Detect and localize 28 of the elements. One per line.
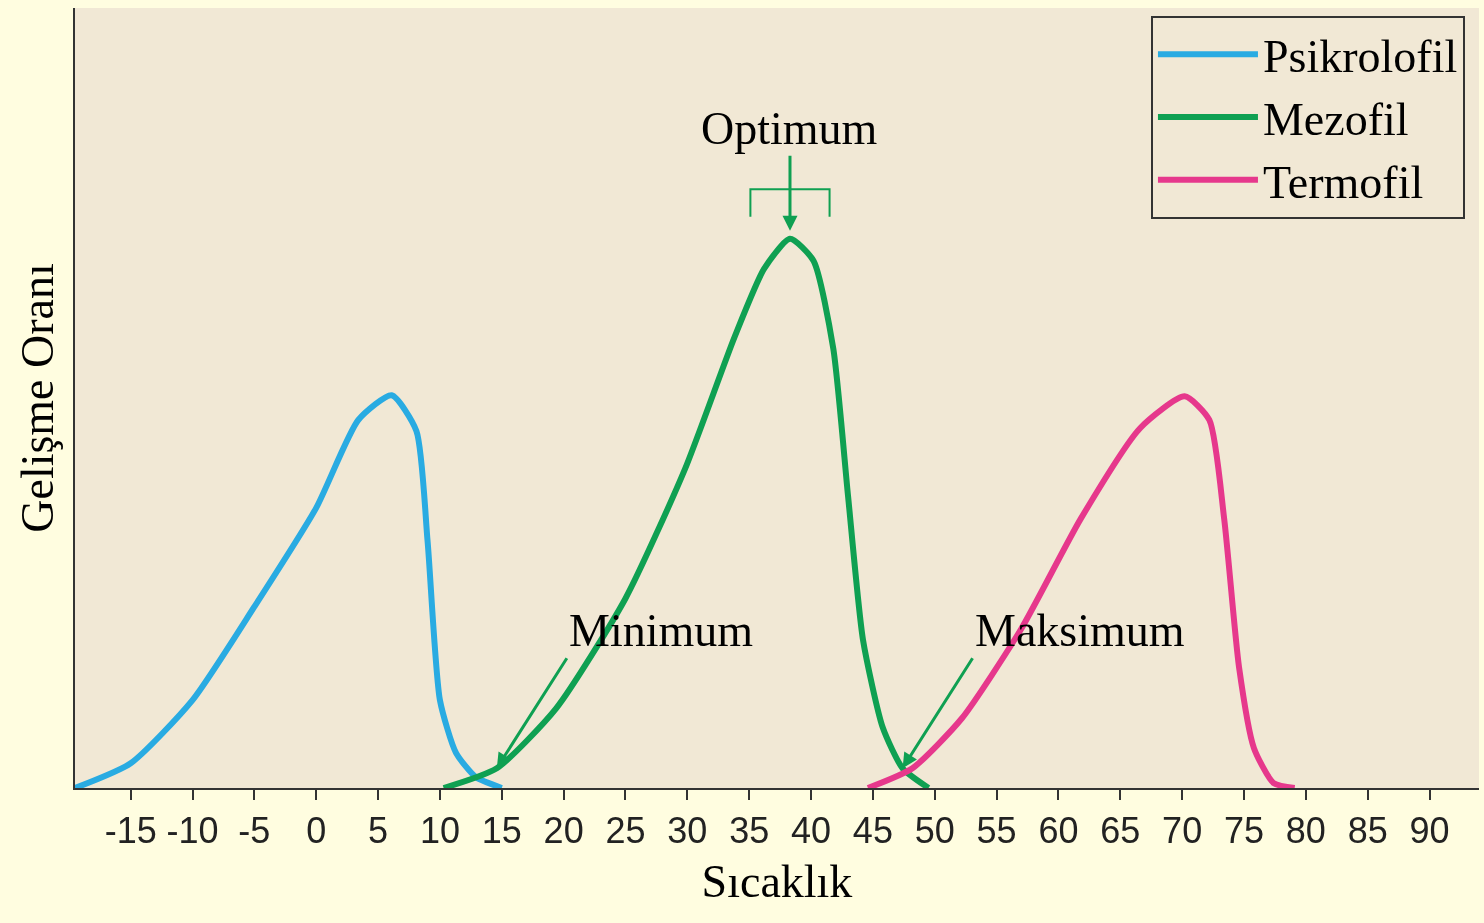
x-tick-label: 0 <box>306 810 327 852</box>
x-tick-label: -5 <box>238 810 271 852</box>
x-tick-label: 35 <box>729 810 770 852</box>
y-axis-title: Gelişme Oranı <box>11 263 63 533</box>
x-axis-title: Sıcaklık <box>701 856 853 908</box>
legend-label: Termofil <box>1262 156 1424 208</box>
x-tick-label: 5 <box>368 810 389 852</box>
x-tick-label: 15 <box>481 810 522 852</box>
annotation: Optimum <box>701 103 878 154</box>
x-tick-label: 45 <box>852 810 893 852</box>
x-tick-label: 80 <box>1285 810 1326 852</box>
x-tick-label: 70 <box>1162 810 1203 852</box>
x-tick-label: 85 <box>1347 810 1388 852</box>
x-tick-label: 60 <box>1038 810 1079 852</box>
x-tick-label: 75 <box>1223 810 1264 852</box>
x-tick-label: 50 <box>914 810 955 852</box>
x-tick-label: -10 <box>166 810 219 852</box>
x-tick-label: 55 <box>976 810 1017 852</box>
x-tick-label: 10 <box>419 810 460 852</box>
x-tick-label: 20 <box>543 810 584 852</box>
x-tick-label: 25 <box>605 810 646 852</box>
x-tick-label: 40 <box>791 810 832 852</box>
x-tick-label: -15 <box>104 810 157 852</box>
x-tick-label: 65 <box>1100 810 1141 852</box>
x-tick-label: 30 <box>667 810 708 852</box>
legend-label: Psikrolofil <box>1262 31 1458 83</box>
x-tick-label: 90 <box>1409 810 1450 852</box>
legend-label: Mezofil <box>1262 93 1409 145</box>
